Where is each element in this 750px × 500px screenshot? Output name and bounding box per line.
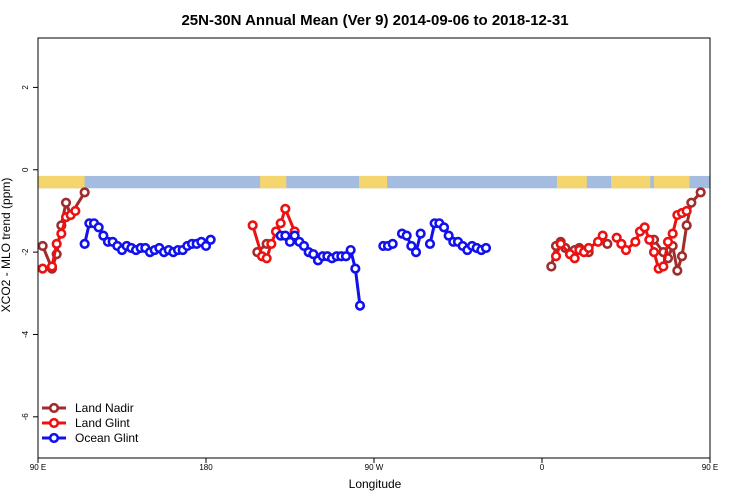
ocean-glint-point	[401, 230, 412, 241]
ocean-glint-point	[438, 222, 450, 233]
land-segment	[611, 175, 651, 189]
chart-title: 25N-30N Annual Mean (Ver 9) 2014-09-06 t…	[181, 12, 568, 29]
land-nadir-point	[672, 265, 683, 276]
land-nadir-point	[60, 197, 72, 208]
land-nadir-point	[686, 197, 697, 208]
land-glint-point	[639, 222, 650, 233]
land-segment	[38, 175, 85, 189]
legend-item-land-glint: Land Glint	[42, 416, 130, 430]
land-glint-point	[630, 236, 641, 247]
land-glint-point	[247, 220, 258, 231]
x-tick-label: 180	[199, 463, 213, 472]
land-glint-point	[261, 253, 272, 264]
ocean-glint-point	[345, 244, 356, 256]
series-ocean-glint	[79, 218, 492, 311]
legend-marker	[48, 417, 60, 429]
y-tick-label: -4	[21, 330, 30, 338]
land-glint-point	[56, 228, 67, 239]
series-layer	[37, 187, 706, 311]
ocean-glint-point	[480, 242, 492, 254]
x-tick-label: 90 W	[365, 463, 384, 472]
land-glint-point	[648, 247, 660, 258]
land-nadir-point	[37, 240, 48, 252]
ocean-glint-point	[354, 300, 366, 311]
ocean-glint-point	[93, 222, 104, 233]
series-land-glint	[37, 203, 692, 274]
land-segment	[260, 175, 287, 189]
land-glint-point	[275, 218, 286, 229]
land-segment	[556, 175, 587, 189]
y-tick-label: -6	[21, 413, 30, 421]
legend-item-ocean-glint: Ocean Glint	[42, 431, 139, 445]
land-nadir-point	[695, 187, 706, 198]
y-axis-label: XCO2 - MLO trend (ppm)	[0, 178, 13, 313]
ocean-glint-point	[350, 263, 361, 274]
land-nadir-point	[676, 251, 688, 262]
land-glint-point	[644, 234, 655, 245]
ocean-glint-point	[410, 247, 422, 258]
ocean-glint-point	[424, 238, 436, 249]
legend-label: Land Nadir	[75, 401, 134, 415]
land-nadir-point	[546, 261, 557, 272]
land-glint-point	[555, 238, 566, 249]
land-glint-point	[658, 261, 669, 272]
land-glint-point	[583, 242, 594, 254]
ocean-glint-point	[387, 238, 398, 249]
land-glint-point	[620, 244, 632, 256]
land-nadir-point	[602, 238, 613, 249]
land-glint-point	[667, 228, 678, 239]
landmask-band	[38, 175, 710, 189]
y-tick-label: 0	[21, 167, 30, 172]
land-glint-point	[70, 205, 81, 217]
legend-label: Ocean Glint	[75, 431, 139, 445]
land-glint-point	[280, 203, 291, 214]
land-nadir-point	[681, 220, 692, 231]
y-tick-label: -2	[21, 248, 30, 256]
land-segment	[654, 175, 690, 189]
ocean-glint-point	[415, 228, 426, 239]
land-glint-point	[266, 238, 277, 249]
x-tick-label: 90 E	[702, 463, 718, 472]
legend-label: Land Glint	[75, 416, 130, 430]
legend-marker	[48, 402, 60, 414]
x-tick-label: 90 E	[30, 463, 46, 472]
land-glint-point	[681, 205, 692, 217]
land-glint-point	[46, 261, 58, 272]
legend-marker	[48, 432, 60, 444]
y-axis: 2 0 -2 -4 -6	[21, 85, 38, 421]
x-axis-label: Longitude	[349, 477, 402, 491]
land-glint-point	[569, 253, 580, 264]
x-tick-label: 0	[540, 463, 545, 472]
y-tick-label: 2	[21, 85, 30, 90]
land-glint-point	[51, 238, 62, 249]
land-glint-point	[662, 236, 674, 247]
land-glint-point	[550, 251, 562, 262]
x-axis: 90 E 180 90 W 0 90 E	[30, 458, 718, 472]
ocean-glint-point	[205, 234, 216, 245]
legend-item-land-nadir: Land Nadir	[42, 401, 134, 415]
land-nadir-point	[79, 187, 90, 198]
land-glint-point	[597, 230, 608, 241]
land-glint-point	[37, 263, 48, 274]
land-segment	[359, 175, 388, 189]
ocean-glint-point	[79, 238, 90, 249]
